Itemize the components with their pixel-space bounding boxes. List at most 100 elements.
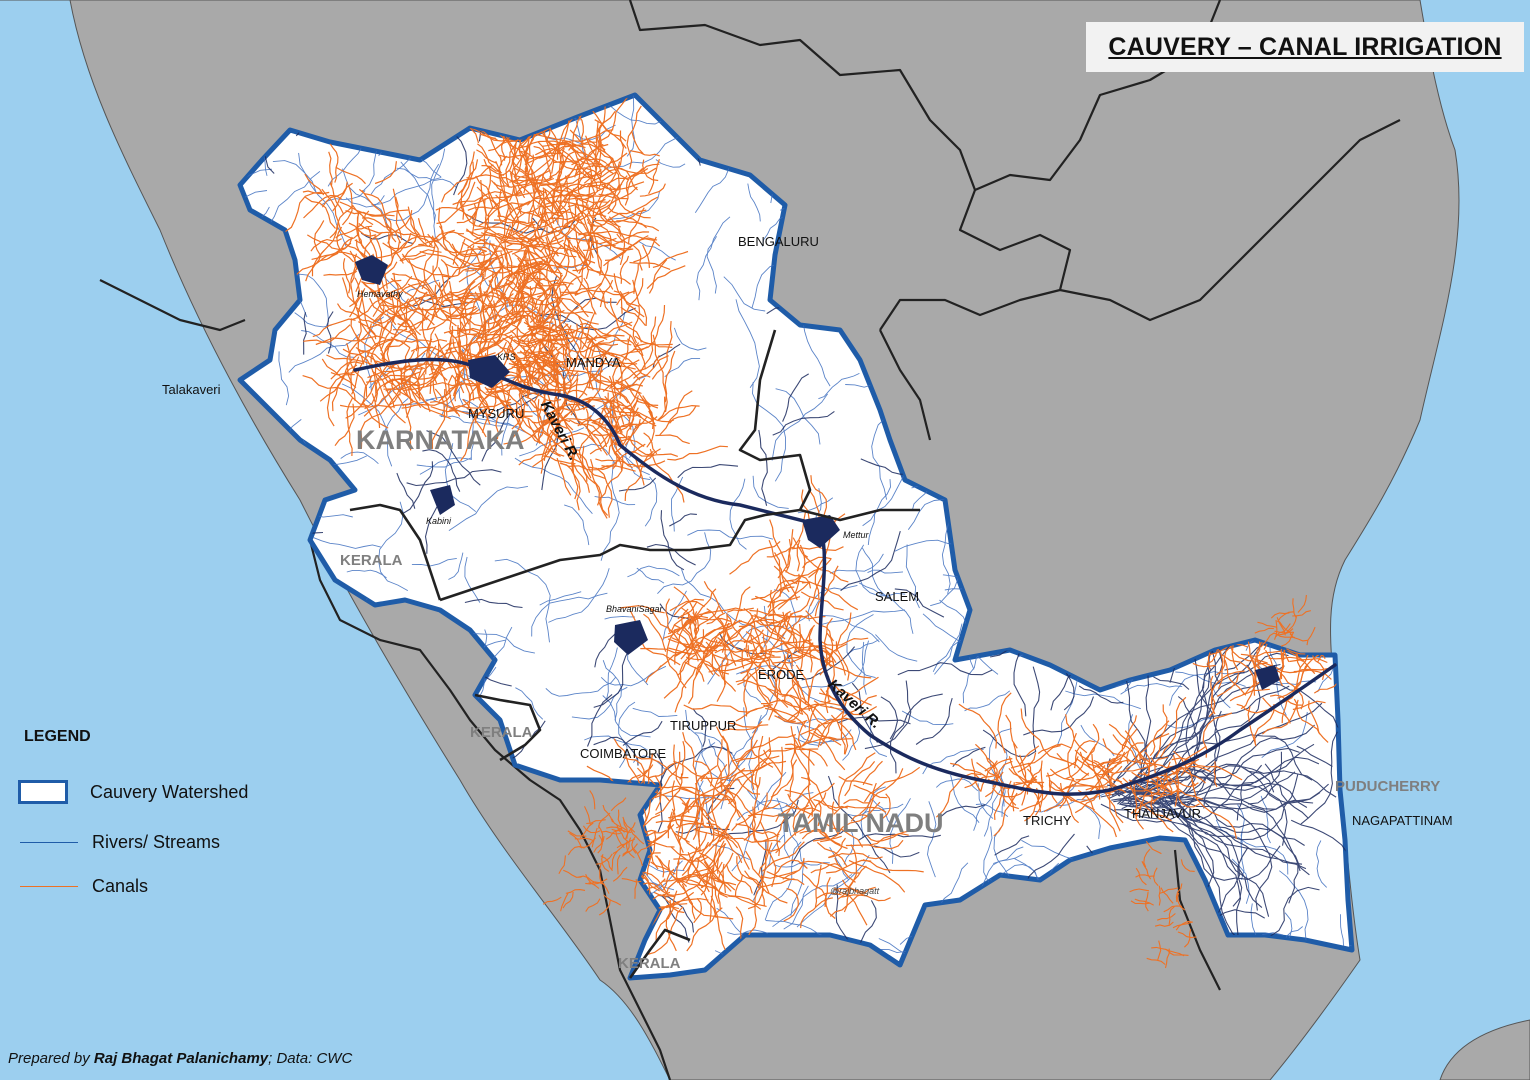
canal [643, 613, 667, 652]
canal-outside [599, 863, 602, 883]
canal [659, 390, 693, 436]
canal [787, 793, 813, 816]
canal [367, 338, 411, 355]
canal [1249, 650, 1282, 657]
canal [712, 654, 737, 692]
canal [728, 895, 762, 910]
stream [479, 910, 554, 926]
canal [1215, 670, 1245, 685]
canal [385, 240, 401, 270]
canal [372, 282, 421, 318]
canal [526, 177, 555, 184]
canal [813, 730, 842, 746]
canal [1172, 754, 1179, 807]
canal [426, 338, 434, 371]
canal-outside [630, 829, 645, 845]
canal [533, 350, 540, 383]
canal [752, 656, 781, 661]
canal [315, 335, 378, 346]
stream [875, 634, 918, 662]
canal [673, 598, 704, 616]
canal [673, 760, 705, 778]
canal [853, 784, 888, 799]
canal [358, 217, 411, 234]
canal [391, 273, 434, 295]
canal [817, 801, 822, 827]
canal-outside [611, 828, 632, 833]
canal [576, 218, 610, 259]
canal [495, 300, 542, 328]
stream [329, 757, 357, 797]
canal-outside [1175, 883, 1183, 903]
canal-outside [1130, 900, 1151, 905]
stream [340, 451, 379, 465]
canal [699, 739, 758, 779]
canal [525, 350, 550, 358]
canal [1289, 658, 1328, 664]
stream [1300, 731, 1338, 825]
canal [495, 293, 514, 320]
canal [817, 694, 849, 748]
canal [770, 759, 798, 798]
stream [463, 263, 494, 289]
canal [751, 839, 781, 843]
credit-prefix: Prepared by [8, 1050, 94, 1067]
canal [497, 190, 502, 217]
canal [428, 229, 455, 247]
canal-outside [1141, 860, 1152, 880]
canal [426, 295, 454, 330]
canal [516, 366, 529, 399]
canal [407, 380, 431, 413]
stream [796, 854, 870, 928]
canal [791, 546, 844, 552]
canal [360, 290, 386, 339]
canal [745, 625, 754, 658]
canal [997, 692, 1012, 754]
canal-outside [1143, 848, 1151, 868]
canal [701, 854, 732, 892]
canal [591, 339, 605, 357]
stream [272, 160, 317, 193]
stream [735, 299, 760, 388]
stream [448, 552, 464, 580]
canal [868, 832, 909, 846]
city-label-bengaluru: BENGALURU [738, 234, 819, 249]
canal [866, 830, 910, 843]
canal [526, 315, 537, 344]
canal [404, 404, 412, 451]
stream [309, 794, 350, 844]
stream [240, 187, 268, 198]
canal [483, 310, 536, 325]
canal [443, 388, 449, 416]
map-title: CAUVERY – CANAL IRRIGATION [1108, 32, 1502, 61]
canal [428, 326, 448, 381]
canal [798, 624, 816, 654]
canal [645, 665, 662, 683]
canal [717, 852, 734, 882]
stream [747, 183, 761, 222]
canal [448, 280, 454, 338]
canal [546, 139, 565, 178]
canal [1005, 714, 1018, 749]
stream [858, 582, 914, 634]
canal [441, 164, 494, 203]
canal [498, 175, 514, 212]
canal [305, 252, 339, 282]
stream [402, 781, 467, 805]
state-label-karnataka: KARNATAKA [356, 425, 525, 455]
reservoir-label-mettur: Mettur [843, 530, 869, 540]
canal [523, 156, 535, 223]
stream [799, 640, 870, 689]
canal [1020, 708, 1069, 763]
canal-outside [598, 899, 611, 916]
canal [712, 886, 767, 907]
canal [743, 792, 768, 841]
canal [460, 283, 513, 299]
canal [608, 375, 615, 410]
stream [548, 568, 610, 623]
canal [580, 261, 609, 310]
canal [557, 414, 593, 422]
canal [451, 245, 475, 277]
canal [1208, 675, 1216, 718]
stream [752, 381, 786, 482]
